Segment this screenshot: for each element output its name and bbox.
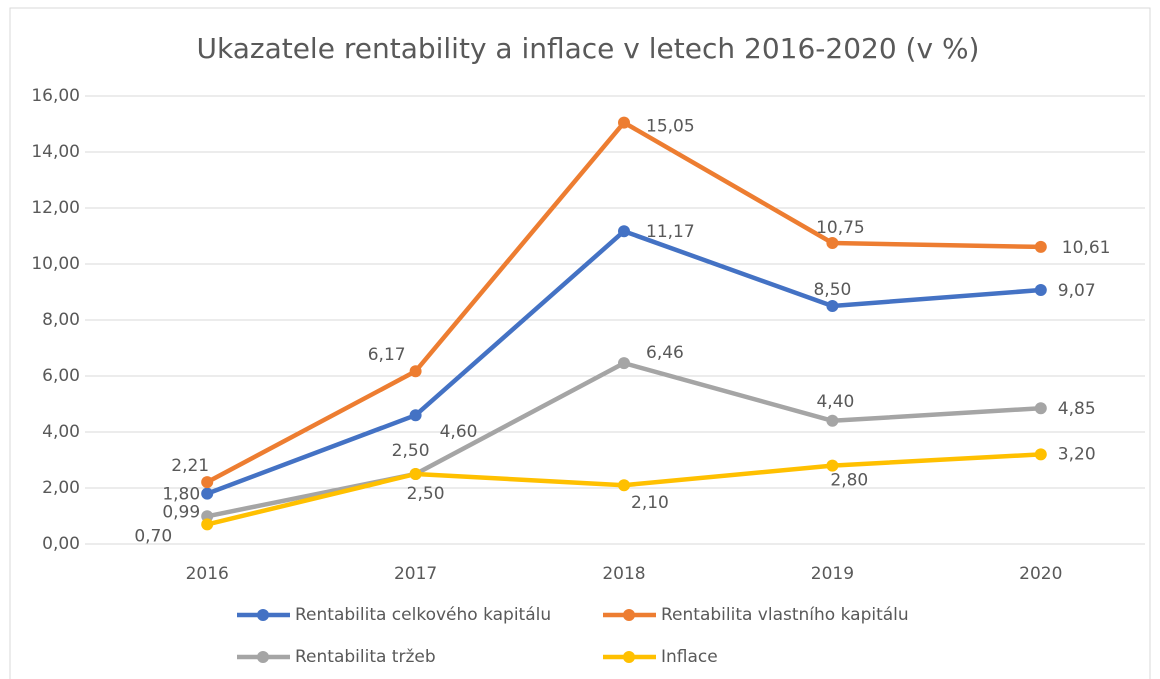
marker <box>826 414 839 427</box>
legend-label: Rentabilita vlastního kapitálu <box>661 605 909 625</box>
x-tick-label: 2016 <box>186 564 229 584</box>
x-tick-label: 2017 <box>394 564 437 584</box>
data-label: 9,07 <box>1058 281 1096 301</box>
data-label: 10,75 <box>816 218 865 238</box>
data-label: 4,40 <box>816 392 854 412</box>
data-label: 4,60 <box>440 422 478 442</box>
x-tick-label: 2019 <box>811 564 854 584</box>
legend-marker <box>623 651 635 663</box>
marker <box>1034 284 1047 297</box>
marker <box>826 459 839 472</box>
x-tick-label: 2018 <box>602 564 645 584</box>
y-tick-label: 14,00 <box>31 142 80 162</box>
data-label: 10,61 <box>1062 238 1111 258</box>
legend-label: Rentabilita celkového kapitálu <box>295 605 551 625</box>
x-tick-label: 2020 <box>1019 564 1062 584</box>
marker <box>1034 240 1047 253</box>
data-label: 2,50 <box>407 484 445 504</box>
legend-label: Rentabilita tržeb <box>295 647 436 667</box>
y-tick-label: 16,00 <box>31 86 80 106</box>
y-tick-label: 0,00 <box>42 534 80 554</box>
data-label: 6,46 <box>646 343 684 363</box>
marker <box>409 409 422 422</box>
y-tick-label: 8,00 <box>42 310 80 330</box>
chart-border <box>9 7 1151 679</box>
marker <box>201 476 214 489</box>
chart-title: Ukazatele rentability a inflace v letech… <box>197 32 980 65</box>
y-tick-label: 6,00 <box>42 366 80 386</box>
marker <box>409 468 422 480</box>
legend-marker <box>257 651 269 663</box>
marker <box>618 479 630 492</box>
data-label: 4,85 <box>1058 399 1096 419</box>
marker <box>618 357 630 370</box>
legend-label: Inflace <box>661 647 718 667</box>
data-label: 2,80 <box>830 471 868 491</box>
data-label: 0,99 <box>162 502 200 522</box>
data-label: 2,21 <box>171 456 209 476</box>
y-tick-label: 12,00 <box>31 198 80 218</box>
data-label: 11,17 <box>646 222 695 242</box>
data-label: 2,10 <box>631 493 669 513</box>
marker <box>1034 402 1047 415</box>
marker <box>826 300 839 312</box>
y-tick-label: 4,00 <box>42 422 80 442</box>
legend-marker <box>257 609 269 621</box>
marker <box>201 518 214 531</box>
data-label: 1,80 <box>162 485 200 505</box>
y-tick-label: 2,00 <box>42 478 80 498</box>
marker <box>201 487 214 500</box>
legend-marker <box>623 609 635 621</box>
marker <box>409 365 422 378</box>
data-label: 3,20 <box>1058 444 1096 464</box>
y-tick-label: 10,00 <box>31 254 80 274</box>
marker <box>618 116 630 129</box>
marker <box>618 225 630 238</box>
marker <box>826 237 839 249</box>
data-label: 8,50 <box>813 280 851 300</box>
data-label: 15,05 <box>646 117 695 137</box>
data-label: 2,50 <box>392 441 430 461</box>
data-label: 6,17 <box>368 345 406 365</box>
data-label: 0,70 <box>134 526 172 546</box>
marker <box>1034 448 1047 461</box>
